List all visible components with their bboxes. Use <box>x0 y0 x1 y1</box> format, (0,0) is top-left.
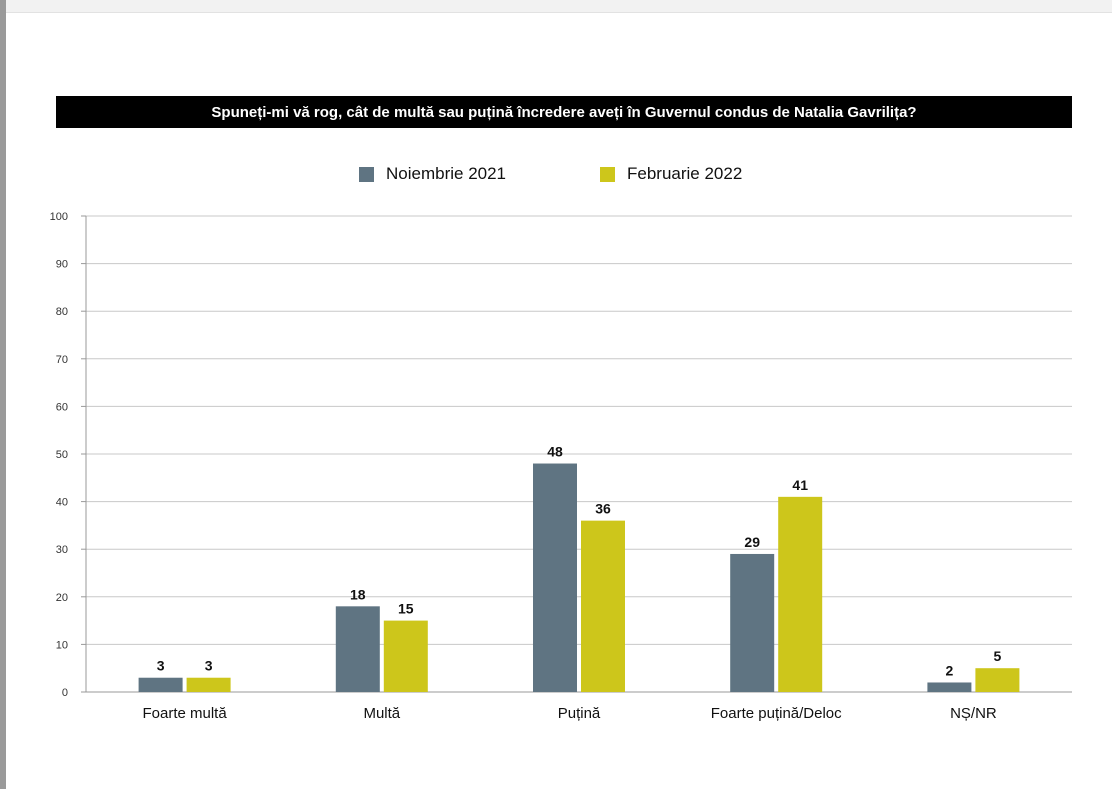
y-tick-label-100: 100 <box>50 211 68 223</box>
bar-1-5 <box>927 682 972 692</box>
legend-item-series-1: Noiembrie 2021 <box>359 160 506 188</box>
data-label-2-1: 3 <box>205 658 213 674</box>
x-category-label-4: Foarte puțină/Deloc <box>711 705 842 722</box>
data-label-2-3: 36 <box>595 501 611 517</box>
top-strip <box>6 0 1112 13</box>
x-category-label-5: NȘ/NR <box>950 705 997 722</box>
legend-swatch-series-1 <box>359 166 374 182</box>
bar-2-2 <box>383 620 428 692</box>
data-label-1-5: 2 <box>946 662 954 678</box>
bar-1-1 <box>138 677 183 692</box>
x-category-label-3: Puțină <box>558 705 601 722</box>
bar-1-2 <box>335 606 380 692</box>
legend-item-series-2: Februarie 2022 <box>600 160 742 188</box>
x-category-label-2: Multă <box>363 705 400 722</box>
legend: Noiembrie 2021 Februarie 2022 <box>0 160 1112 188</box>
y-tick-label-50: 50 <box>56 449 68 461</box>
data-label-1-2: 18 <box>350 586 366 602</box>
data-label-1-4: 29 <box>744 534 760 550</box>
legend-label-series-1: Noiembrie 2021 <box>386 164 507 183</box>
legend-swatch-series-2 <box>600 166 615 182</box>
bar-1-3 <box>533 463 577 692</box>
y-tick-label-20: 20 <box>56 592 68 604</box>
y-tick-label-90: 90 <box>56 259 68 271</box>
left-edge-border <box>0 0 6 789</box>
data-label-2-4: 41 <box>792 477 808 493</box>
bar-2-3 <box>581 520 625 692</box>
y-tick-label-0: 0 <box>62 687 68 699</box>
chart-title: Spuneți-mi vă rog, cât de multă sau puți… <box>56 96 1072 128</box>
data-label-1-3: 48 <box>547 444 563 460</box>
y-tick-label-30: 30 <box>56 544 68 556</box>
bar-2-5 <box>975 668 1020 692</box>
data-label-2-5: 5 <box>994 648 1002 664</box>
bar-1-4 <box>730 553 775 692</box>
y-tick-label-60: 60 <box>56 401 68 413</box>
bar-2-1 <box>186 677 231 692</box>
y-tick-label-10: 10 <box>56 639 68 651</box>
y-tick-label-80: 80 <box>56 306 68 318</box>
bar-2-4 <box>778 496 823 692</box>
x-category-label-1: Foarte multă <box>142 705 227 722</box>
y-tick-label-70: 70 <box>56 354 68 366</box>
data-label-1-1: 3 <box>157 658 165 674</box>
y-tick-label-40: 40 <box>56 497 68 509</box>
legend-label-series-2: Februarie 2022 <box>627 164 743 183</box>
data-label-2-2: 15 <box>398 601 414 617</box>
